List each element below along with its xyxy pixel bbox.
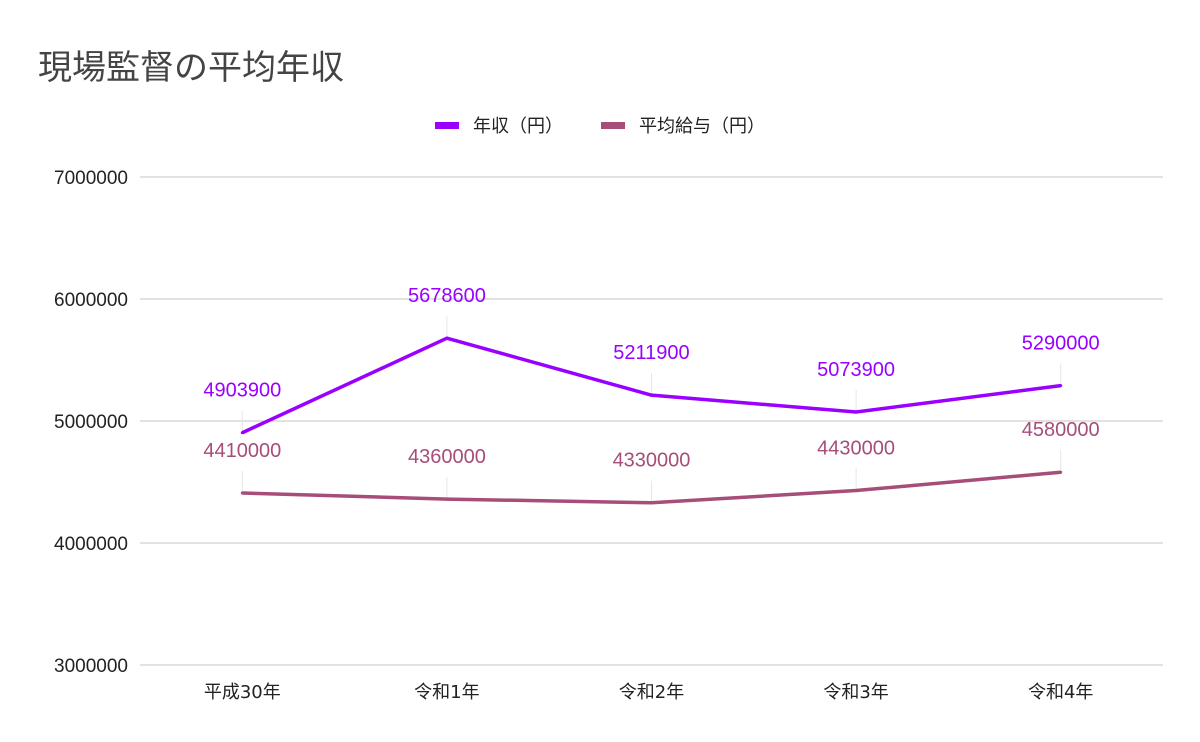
data-label: 4903900: [203, 380, 281, 402]
data-point: [1059, 470, 1063, 474]
data-label: 5678600: [408, 285, 486, 307]
x-tick-label: 令和4年: [1028, 682, 1093, 703]
data-point: [650, 393, 653, 397]
data-label: 5290000: [1022, 333, 1100, 355]
x-tick-label: 令和3年: [823, 682, 888, 703]
data-point: [650, 501, 653, 505]
legend-swatch: [435, 121, 459, 129]
x-tick-label: 令和1年: [414, 682, 479, 703]
chart-title: 現場監督の平均年収: [38, 48, 344, 88]
y-tick-label: 7000000: [54, 168, 128, 189]
data-point: [445, 336, 449, 340]
legend-item-average-salary: 平均給与（円）: [601, 112, 765, 138]
data-point: [445, 497, 449, 501]
data-point: [854, 489, 858, 493]
legend-swatch: [601, 121, 625, 129]
legend-label: 平均給与（円）: [639, 116, 765, 137]
data-point: [240, 491, 244, 495]
data-label: 5211900: [613, 342, 689, 364]
data-point: [854, 410, 858, 414]
data-label: 4360000: [408, 446, 486, 468]
data-label: 4430000: [817, 438, 895, 460]
data-label: 4330000: [613, 450, 691, 472]
y-tick-label: 3000000: [54, 656, 128, 677]
data-label: 4580000: [1022, 419, 1100, 441]
data-label: 4410000: [203, 440, 281, 462]
data-point: [1059, 384, 1063, 388]
legend-label: 年収（円）: [473, 116, 563, 137]
legend: 年収（円） 平均給与（円）: [0, 112, 1200, 138]
y-tick-label: 6000000: [54, 290, 128, 311]
x-tick-label: 平成30年: [204, 682, 281, 703]
y-tick-label: 4000000: [54, 534, 128, 555]
legend-item-annual-income: 年収（円）: [435, 112, 563, 138]
data-point: [240, 431, 244, 435]
x-tick-label: 令和2年: [619, 682, 684, 703]
data-label: 5073900: [817, 359, 895, 381]
y-tick-label: 5000000: [54, 412, 128, 433]
